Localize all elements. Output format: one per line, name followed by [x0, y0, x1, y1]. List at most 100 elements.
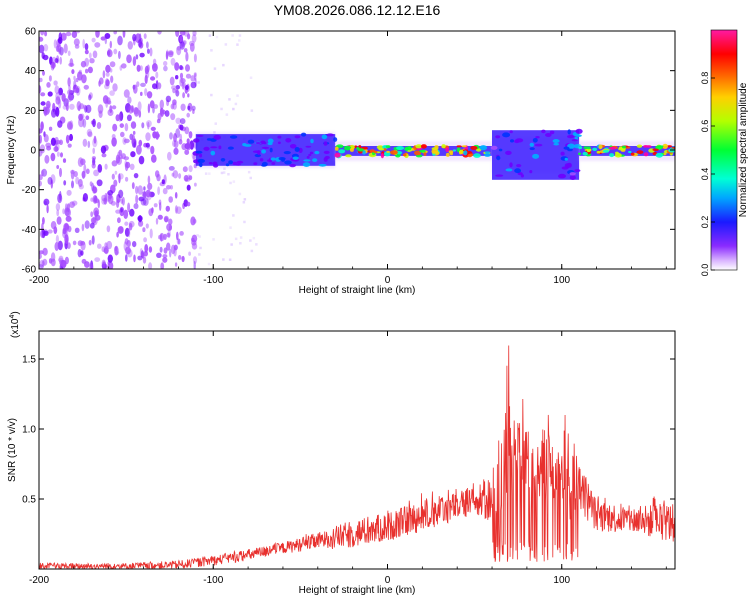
noise-blob [101, 153, 107, 158]
noise-blob [42, 54, 49, 61]
snr-scale-close: ) [10, 311, 21, 314]
noise-blob [39, 259, 45, 268]
noise-blob [193, 260, 196, 269]
noise-blob [179, 65, 183, 70]
band-blob [419, 149, 426, 153]
noise-blob [78, 184, 84, 190]
noise-blob [135, 194, 139, 204]
band-blob [285, 138, 292, 143]
noise-blob [81, 258, 87, 264]
band-blob [247, 139, 255, 144]
noise-dot [213, 67, 217, 70]
noise-blob [71, 69, 75, 75]
noise-blob [166, 232, 171, 238]
noise-blob [163, 247, 168, 254]
noise-blob [133, 254, 136, 263]
noise-blob [47, 177, 53, 185]
band-blob [652, 148, 659, 152]
noise-dot [230, 243, 233, 246]
noise-blob [159, 107, 163, 116]
noise-blob [85, 104, 92, 114]
noise-blob [43, 200, 48, 206]
noise-blob [158, 199, 162, 206]
noise-blob [192, 256, 198, 264]
noise-blob [56, 216, 62, 225]
band-blob [227, 146, 234, 150]
noise-blob [167, 228, 171, 239]
noise-blob [59, 56, 62, 65]
noise-blob [160, 262, 165, 269]
band-blob [415, 144, 423, 149]
noise-dot [196, 234, 199, 237]
noise-blob [130, 121, 137, 129]
noise-blob [47, 91, 53, 97]
band-blob [345, 154, 352, 158]
noise-blob [190, 75, 195, 82]
svg-text:(x104): (x104) [9, 311, 21, 338]
noise-blob [63, 180, 67, 186]
noise-blob [122, 31, 126, 38]
noise-blob [182, 166, 188, 173]
x-tick-label: 0 [385, 575, 391, 586]
noise-blob [109, 61, 116, 68]
noise-blob [186, 184, 191, 191]
band-blob [277, 141, 281, 145]
band-core [335, 146, 492, 156]
noise-blob [40, 92, 46, 97]
noise-blob [144, 244, 149, 253]
band-blob [532, 153, 540, 159]
noise-dot [239, 236, 243, 239]
noise-dot [198, 235, 201, 238]
noise-blob [186, 142, 191, 151]
noise-blob [140, 91, 143, 96]
noise-blob [157, 82, 162, 90]
noise-blob [55, 203, 61, 211]
noise-blob [138, 139, 143, 147]
noise-blob [60, 32, 67, 41]
noise-blob [191, 242, 198, 250]
noise-blob [65, 134, 70, 144]
noise-blob [175, 128, 181, 139]
band-blob [549, 130, 555, 135]
noise-blob [40, 121, 44, 131]
heatmap-region-0 [39, 31, 258, 269]
noise-blob [48, 75, 52, 82]
noise-blob [85, 68, 89, 74]
noise-blob [164, 110, 170, 117]
noise-blob [57, 240, 63, 251]
noise-blob [94, 42, 101, 48]
colorbar-gradient [710, 29, 738, 271]
noise-blob [107, 47, 111, 57]
noise-blob [66, 189, 72, 196]
noise-blob [67, 77, 71, 87]
noise-blob [67, 89, 73, 96]
band-blob [636, 150, 644, 155]
noise-blob [151, 154, 157, 163]
noise-blob [54, 146, 59, 152]
noise-blob [89, 181, 93, 187]
band-blob [558, 173, 566, 179]
noise-blob [179, 41, 185, 50]
band-blob [229, 135, 238, 139]
noise-blob [126, 54, 132, 64]
noise-blob [67, 121, 73, 130]
x-tick-label: 100 [553, 575, 570, 586]
band-blob [586, 146, 591, 150]
noise-blob [153, 104, 158, 109]
noise-blob [156, 118, 161, 124]
noise-blob [178, 255, 182, 260]
band-blob [373, 150, 378, 154]
band-blob [292, 156, 299, 160]
noise-blob [138, 110, 142, 118]
noise-blob [89, 263, 94, 269]
band-blob [326, 133, 334, 137]
band-blob [452, 149, 456, 152]
noise-blob [73, 75, 76, 81]
noise-blob [89, 58, 95, 64]
noise-blob [117, 35, 123, 46]
band-blob [583, 146, 588, 149]
noise-blob [127, 202, 131, 213]
noise-blob [166, 185, 171, 190]
noise-blob [147, 175, 151, 184]
noise-blob [116, 198, 120, 208]
